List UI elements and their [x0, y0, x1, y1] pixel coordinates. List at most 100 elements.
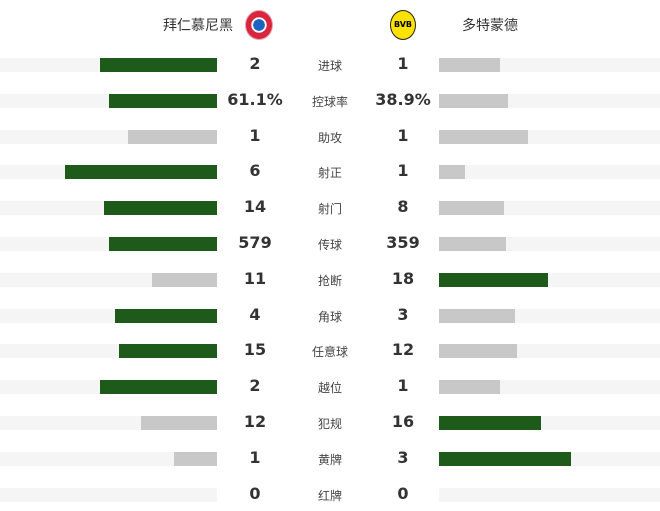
away-value: 1	[397, 161, 409, 181]
stat-row: 15 任意球 12	[0, 340, 660, 360]
stat-label: 犯规	[317, 417, 342, 431]
home-bar	[108, 93, 217, 108]
home-value: 15	[243, 340, 267, 360]
home-bar	[108, 237, 217, 251]
away-value: 16	[391, 412, 415, 431]
stat-row: 6 射正 1	[0, 161, 660, 181]
home-value: 14	[243, 197, 267, 217]
stat-label: 黄牌	[317, 452, 342, 467]
home-bar-track	[0, 237, 217, 251]
away-bar-track	[439, 165, 660, 180]
away-value: 38.9%	[375, 89, 431, 109]
away-value: 18	[391, 268, 415, 288]
away-value: 8	[397, 197, 409, 217]
home-bar-track	[0, 165, 217, 180]
home-bar-track	[0, 416, 217, 430]
home-bar	[99, 380, 217, 395]
home-bar-track	[0, 201, 217, 216]
away-bar-track	[439, 451, 660, 466]
away-value: 359	[386, 233, 420, 252]
away-bar	[439, 201, 505, 216]
home-team-name: 拜仁慕尼黑	[163, 18, 233, 34]
away-bar-track	[439, 129, 660, 144]
away-value: 1	[397, 125, 409, 145]
stat-label: 任意球	[311, 345, 348, 360]
home-bar	[119, 344, 217, 359]
away-value: 0	[397, 483, 409, 503]
away-bar-track	[439, 308, 660, 323]
stat-label: 射门	[317, 202, 342, 217]
away-bar-track	[439, 58, 660, 72]
away-bar	[439, 237, 507, 251]
away-bar-track	[439, 237, 660, 251]
away-bar	[439, 165, 466, 180]
home-value: 1	[249, 447, 261, 467]
home-bar	[104, 201, 217, 216]
away-bar	[439, 344, 518, 359]
away-bar	[439, 58, 500, 72]
home-bar-track	[0, 487, 217, 502]
home-value: 0	[249, 483, 261, 503]
stat-label: 进球	[317, 59, 342, 73]
away-value: 3	[397, 304, 409, 324]
away-bar	[439, 308, 515, 323]
away-bar	[439, 93, 509, 108]
stat-row: 4 角球 3	[0, 305, 660, 324]
home-bar-track	[0, 93, 217, 108]
away-bar	[439, 380, 500, 395]
stat-row: 2 越位 1	[0, 376, 660, 396]
away-bar-track	[439, 416, 660, 430]
away-bar	[439, 272, 548, 287]
home-bar	[128, 129, 217, 144]
home-bar	[65, 165, 217, 180]
away-bar	[439, 129, 528, 144]
home-bar-track	[0, 451, 217, 466]
stat-row: 12 犯规 16	[0, 412, 660, 431]
away-value: 3	[397, 447, 409, 467]
away-bar-track	[439, 344, 660, 359]
match-header: 拜仁慕尼黑 BVB 多特蒙德	[0, 0, 660, 50]
home-bar	[99, 58, 217, 72]
home-bar-track	[0, 380, 217, 395]
away-bar-track	[439, 201, 660, 216]
home-bar-track	[0, 272, 217, 287]
away-value: 12	[391, 340, 415, 360]
fc-bayern-logo-icon	[245, 10, 273, 40]
away-team-name: 多特蒙德	[462, 18, 518, 34]
stat-label: 抢断	[317, 273, 342, 288]
stat-row: 0 红牌 0	[0, 484, 660, 503]
home-value: 11	[243, 268, 267, 288]
away-bar-track	[439, 487, 660, 502]
home-bar-track	[0, 308, 217, 323]
stat-label: 控球率	[311, 94, 348, 109]
stat-label: 射正	[317, 166, 342, 181]
home-value: 61.1%	[227, 89, 283, 109]
home-value: 2	[249, 54, 261, 73]
home-bar-track	[0, 344, 217, 359]
home-value: 4	[249, 304, 261, 324]
home-value: 2	[249, 376, 261, 396]
stat-row: 2 进球 1	[0, 54, 660, 73]
home-value: 579	[238, 233, 272, 252]
stat-label: 红牌	[317, 488, 342, 503]
away-bar-track	[439, 272, 660, 287]
away-bar	[439, 451, 572, 466]
stat-row: 61.1% 控球率 38.9%	[0, 90, 660, 109]
stat-row: 14 射门 8	[0, 197, 660, 217]
away-value: 1	[397, 54, 409, 73]
home-value: 6	[249, 161, 261, 181]
stat-row: 1 黄牌 3	[0, 448, 660, 467]
home-bar	[141, 416, 217, 430]
home-bar	[115, 308, 217, 323]
bvb-logo-icon: BVB	[390, 10, 416, 40]
stat-row: 579 传球 359	[0, 233, 660, 252]
home-value: 12	[243, 412, 267, 431]
stat-label: 越位	[317, 381, 342, 396]
stat-label: 助攻	[317, 130, 342, 145]
stat-label: 角球	[317, 309, 342, 324]
home-bar	[173, 451, 217, 466]
away-bar-track	[439, 93, 660, 108]
home-bar-track	[0, 58, 217, 72]
home-bar	[151, 272, 217, 287]
stat-label: 传球	[317, 238, 342, 252]
